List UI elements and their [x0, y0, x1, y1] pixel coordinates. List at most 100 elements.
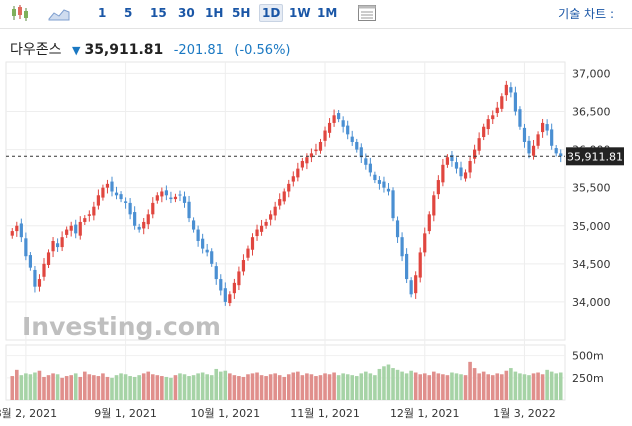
candle-body — [151, 202, 155, 215]
area-chart-icon[interactable] — [48, 4, 70, 22]
volume-bar — [141, 373, 146, 400]
price-change-percent: (-0.56%) — [234, 43, 291, 58]
interval-1d[interactable]: 1D — [259, 4, 284, 22]
interval-1[interactable]: 1 — [98, 6, 107, 20]
volume-bar — [187, 376, 191, 400]
volume-bar — [200, 372, 205, 400]
interval-5[interactable]: 5 — [124, 6, 133, 20]
interval-15[interactable]: 15 — [150, 6, 167, 20]
volume-bar — [309, 374, 314, 400]
volume-bar — [323, 373, 327, 400]
candle-body — [78, 221, 82, 236]
volume-bar — [55, 374, 60, 400]
volume-bar — [305, 373, 309, 400]
volume-bar — [69, 375, 73, 400]
volume-bar — [128, 376, 132, 400]
candle-body — [160, 191, 164, 197]
volume-bar — [336, 375, 341, 400]
volume-bar — [341, 373, 345, 400]
volume-bar — [137, 375, 141, 400]
candle-body — [450, 154, 454, 162]
candle-body — [110, 181, 114, 192]
volume-bar — [232, 375, 237, 400]
candle-body — [305, 157, 309, 164]
settings-panel-icon[interactable] — [357, 4, 377, 22]
volume-bar — [545, 369, 549, 400]
volume-bar — [273, 373, 277, 400]
candle-body — [173, 196, 178, 200]
candle-body — [96, 195, 100, 206]
price-tick-label: 36,500 — [572, 106, 611, 119]
candle-body — [219, 279, 223, 291]
candle-body — [223, 288, 227, 302]
volume-bar — [146, 371, 151, 400]
candle-body — [196, 229, 200, 241]
candle-body — [418, 252, 422, 278]
volume-bar — [404, 373, 409, 400]
volume-bar — [472, 368, 477, 400]
down-arrow-icon: ▼ — [71, 44, 81, 57]
volume-bar — [169, 377, 173, 400]
candle-body — [400, 237, 404, 257]
candle-body — [300, 161, 304, 168]
candle-body — [513, 92, 518, 112]
interval-1h[interactable]: 1H — [205, 6, 224, 20]
volume-bar — [490, 375, 495, 400]
candle-body — [187, 201, 191, 219]
volume-bar — [500, 374, 504, 400]
candle-body — [46, 252, 51, 265]
volume-bar — [214, 368, 219, 400]
candle-body — [495, 107, 499, 114]
volume-bar — [459, 374, 463, 400]
candle-body — [337, 113, 341, 120]
volume-bar — [531, 373, 536, 400]
candle-body — [463, 172, 468, 179]
price-tick-label: 34,500 — [572, 258, 611, 271]
volume-bar — [241, 376, 246, 400]
date-tick-label: 8월 2, 2021 — [0, 407, 57, 420]
date-tick-label: 10월 1, 2021 — [191, 407, 261, 420]
volume-bar — [78, 376, 83, 400]
candle-body — [178, 194, 182, 196]
candle-body — [527, 140, 531, 154]
volume-bar — [386, 364, 391, 400]
candle-body — [51, 240, 55, 252]
volume-bar — [28, 374, 33, 400]
candle-body — [28, 255, 32, 268]
technical-chart-link[interactable]: 기술 차트 : — [558, 7, 614, 21]
candle-body — [509, 87, 513, 93]
volume-bar — [150, 374, 155, 400]
volume-bar — [250, 373, 255, 400]
candle-body — [237, 271, 241, 286]
volume-bar — [64, 376, 69, 400]
candle-body — [101, 187, 105, 198]
last-price-tag-label: 35,911.81 — [567, 150, 623, 163]
volume-bar — [264, 376, 268, 400]
candle-body — [318, 141, 323, 151]
interval-5h[interactable]: 5H — [232, 6, 251, 20]
volume-bar — [114, 375, 119, 400]
interval-30[interactable]: 30 — [178, 6, 195, 20]
candle-body — [368, 163, 372, 173]
volume-bar — [286, 374, 291, 400]
candle-body — [105, 183, 110, 188]
candlestick-chart-icon[interactable] — [10, 4, 30, 22]
candle-body — [350, 136, 354, 142]
candle-body — [355, 141, 359, 150]
candle-body — [15, 225, 19, 232]
volume-bar — [413, 372, 418, 400]
candle-body — [468, 161, 472, 173]
candle-body — [201, 238, 205, 249]
candle-body — [346, 125, 350, 135]
volume-bar — [418, 374, 423, 400]
candle-body — [182, 196, 187, 203]
interval-1m[interactable]: 1M — [317, 6, 338, 20]
volume-bar — [164, 376, 169, 400]
interval-1w[interactable]: 1W — [289, 6, 311, 20]
candle-body — [522, 127, 527, 142]
volume-bar — [354, 376, 359, 400]
volume-bar — [223, 370, 228, 400]
candle-body — [83, 218, 87, 222]
candle-body — [255, 229, 259, 237]
